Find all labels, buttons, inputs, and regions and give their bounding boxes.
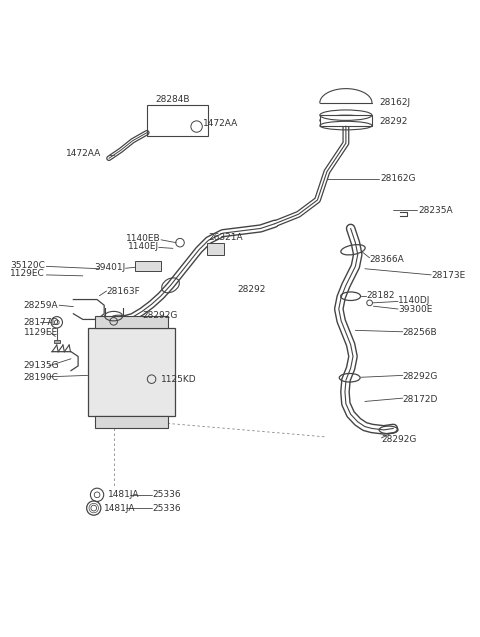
Text: 28172D: 28172D xyxy=(403,394,438,404)
Text: 28235A: 28235A xyxy=(419,206,453,215)
Text: 28182: 28182 xyxy=(366,291,395,300)
Text: 1140EB: 1140EB xyxy=(126,234,161,243)
Text: 25336: 25336 xyxy=(153,490,181,499)
Text: 28366A: 28366A xyxy=(370,255,404,264)
Text: 28292: 28292 xyxy=(379,117,408,126)
Text: 28292G: 28292G xyxy=(403,372,438,381)
Bar xyxy=(95,316,168,328)
Bar xyxy=(147,105,208,136)
Text: 28259A: 28259A xyxy=(24,301,58,310)
Bar xyxy=(54,340,60,343)
Text: 35120C: 35120C xyxy=(10,261,45,270)
Bar xyxy=(135,261,161,271)
Text: 1125KD: 1125KD xyxy=(161,375,197,383)
Text: 39401J: 39401J xyxy=(94,263,125,272)
Text: 1140DJ: 1140DJ xyxy=(398,296,431,305)
Text: 28292G: 28292G xyxy=(142,311,178,320)
Text: 29135G: 29135G xyxy=(24,361,59,370)
Text: 1472AA: 1472AA xyxy=(66,149,101,158)
Text: 28190C: 28190C xyxy=(24,373,59,382)
Bar xyxy=(95,416,168,427)
Text: 28173E: 28173E xyxy=(431,271,466,280)
Text: 1472AA: 1472AA xyxy=(203,118,238,128)
Text: 1140EJ: 1140EJ xyxy=(128,242,159,251)
Text: 28284B: 28284B xyxy=(156,94,190,104)
Text: 25336: 25336 xyxy=(153,504,181,513)
Text: 1129EC: 1129EC xyxy=(10,269,45,278)
Text: 28162G: 28162G xyxy=(381,174,416,183)
Text: 1481JA: 1481JA xyxy=(108,490,140,499)
Text: 28163F: 28163F xyxy=(107,287,140,296)
Text: 1481JA: 1481JA xyxy=(104,504,136,513)
Text: 26321A: 26321A xyxy=(208,233,243,243)
Text: 39300E: 39300E xyxy=(398,306,432,315)
Text: 28256B: 28256B xyxy=(403,328,437,337)
Text: 28292: 28292 xyxy=(237,285,265,294)
Text: 28162J: 28162J xyxy=(379,98,410,108)
Text: 28177D: 28177D xyxy=(24,318,59,327)
Bar xyxy=(320,115,372,125)
Text: 1129EE: 1129EE xyxy=(24,328,58,337)
Bar xyxy=(207,243,224,255)
Text: 28292G: 28292G xyxy=(382,435,417,444)
Bar xyxy=(87,328,175,416)
